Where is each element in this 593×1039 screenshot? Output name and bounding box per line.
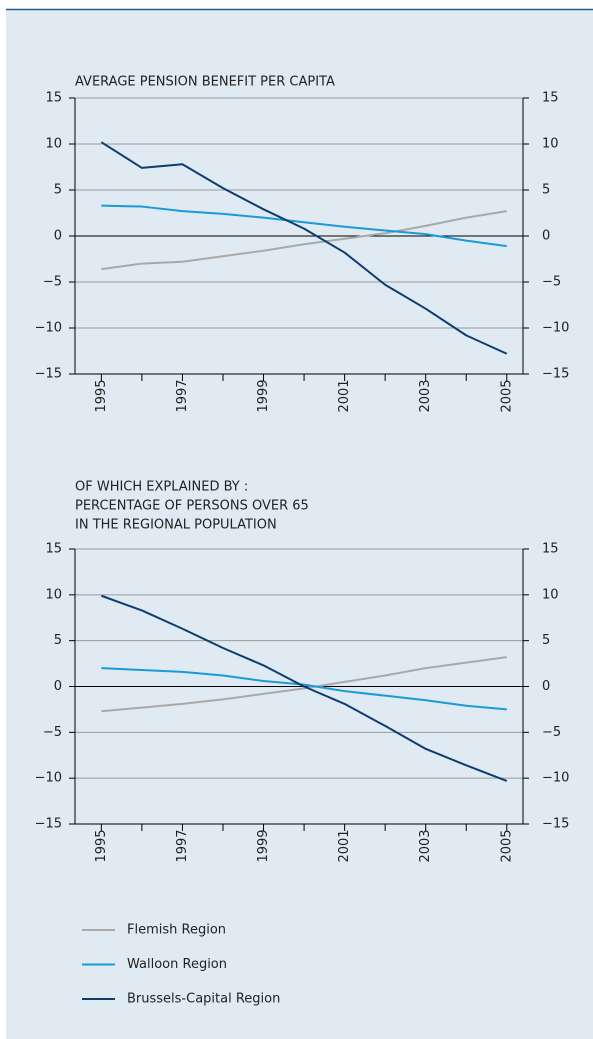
y2-tick-label: −5 — [542, 275, 561, 290]
x-tick-label: 1999 — [256, 829, 271, 862]
chart-title: PERCENTAGE OF PERSONS OVER 65 — [75, 499, 309, 514]
y2-tick-label: 0 — [542, 229, 550, 244]
x-tick-label: 1995 — [94, 379, 109, 412]
y-tick-label: 10 — [45, 587, 62, 602]
y2-tick-label: −15 — [542, 367, 569, 382]
y-tick-label: −5 — [43, 725, 62, 740]
y2-tick-label: 0 — [542, 679, 550, 694]
legend-label: Flemish Region — [127, 923, 226, 938]
y-tick-label: 5 — [54, 183, 62, 198]
series-line — [101, 210, 507, 271]
series-line — [100, 141, 508, 355]
x-tick-label: 1995 — [94, 829, 109, 862]
y-tick-label: −10 — [35, 321, 62, 336]
chart-title: IN THE REGIONAL POPULATION — [75, 518, 277, 533]
x-tick-label: 1999 — [256, 379, 271, 412]
series-line — [101, 656, 507, 713]
y-tick-label: −15 — [35, 367, 62, 382]
legend-label: Walloon Region — [127, 957, 227, 972]
x-tick-label: 1997 — [175, 379, 190, 412]
x-tick-label: 2003 — [418, 379, 433, 412]
y2-tick-label: 5 — [542, 183, 550, 198]
y-tick-label: −10 — [35, 771, 62, 786]
y-tick-label: 15 — [45, 542, 62, 557]
x-tick-label: 2001 — [337, 829, 352, 862]
x-tick-label: 1997 — [175, 829, 190, 862]
y2-tick-label: −15 — [542, 817, 569, 832]
chart-title: OF WHICH EXPLAINED BY : — [75, 480, 248, 495]
background — [6, 9, 593, 1039]
y-tick-label: 10 — [45, 137, 62, 152]
y2-tick-label: 5 — [542, 633, 550, 648]
y-tick-label: −15 — [35, 817, 62, 832]
series-line — [101, 594, 508, 782]
x-tick-label: 2003 — [418, 829, 433, 862]
y-tick-label: 0 — [54, 679, 62, 694]
y2-tick-label: −10 — [542, 321, 569, 336]
x-tick-label: 2005 — [499, 829, 514, 862]
y-tick-label: 5 — [54, 633, 62, 648]
chart-title: AVERAGE PENSION BENEFIT PER CAPITA — [75, 75, 335, 90]
y2-tick-label: −10 — [542, 771, 569, 786]
y-tick-label: 15 — [45, 91, 62, 106]
y2-tick-label: 10 — [542, 137, 559, 152]
series-line — [101, 204, 507, 248]
y-tick-label: 0 — [54, 229, 62, 244]
y-tick-label: −5 — [43, 275, 62, 290]
y2-tick-label: −5 — [542, 725, 561, 740]
y2-tick-label: 10 — [542, 587, 559, 602]
legend-label: Brussels-Capital Region — [127, 992, 280, 1007]
y2-tick-label: 15 — [542, 91, 559, 106]
y2-tick-label: 15 — [542, 542, 559, 557]
series-line — [101, 667, 507, 711]
x-tick-label: 2001 — [337, 379, 352, 412]
x-tick-label: 2005 — [499, 379, 514, 412]
